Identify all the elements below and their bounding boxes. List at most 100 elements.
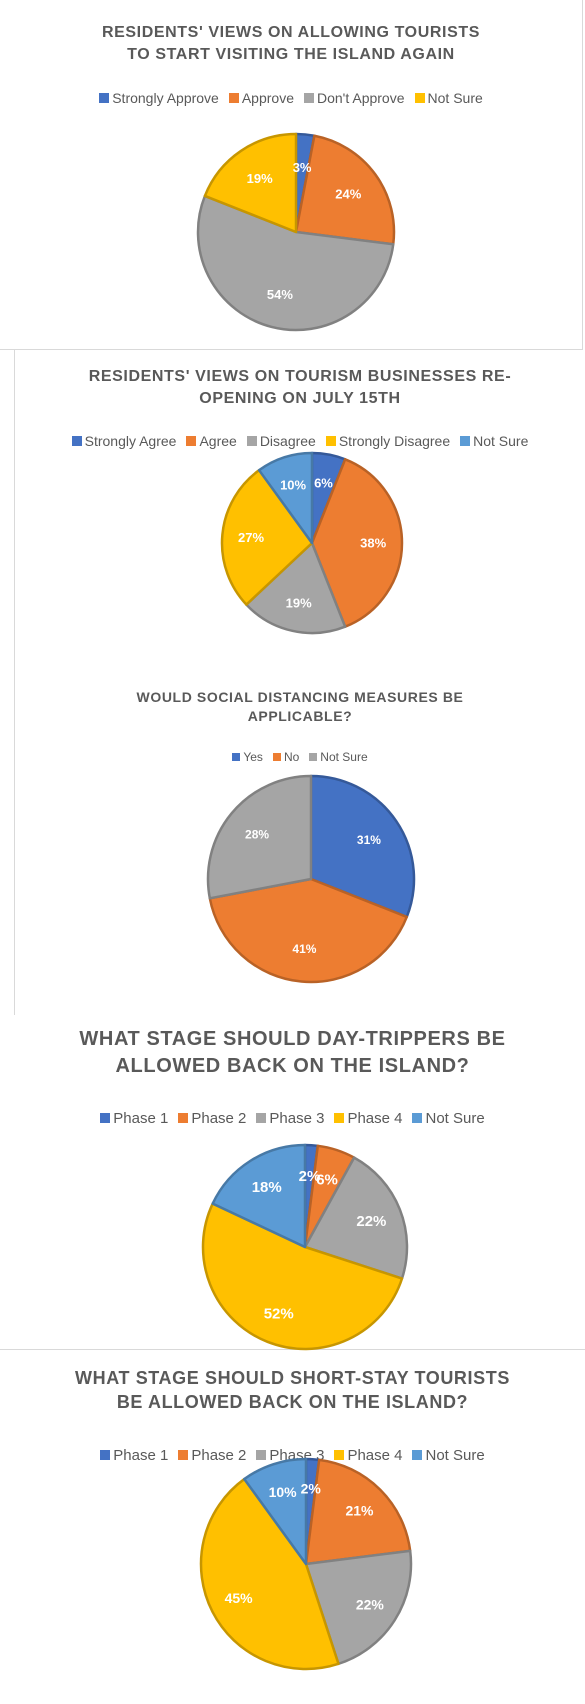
legend-label: Don't Approve xyxy=(317,90,405,106)
chart-legend: Strongly Approve Approve Don't Approve Not … xyxy=(0,90,582,106)
pie-slice xyxy=(309,774,416,919)
legend-label: No xyxy=(283,750,300,764)
legend-item: Phase 4 xyxy=(334,1447,402,1464)
data-label: 10% xyxy=(280,477,306,492)
data-label: 24% xyxy=(335,187,361,202)
legend-label: Not Sure xyxy=(473,433,529,449)
legend-swatch xyxy=(232,752,241,761)
legend-item: Approve xyxy=(228,90,294,106)
data-label: 18% xyxy=(252,1179,282,1196)
legend-swatch xyxy=(460,436,471,447)
chart-legend: Phase 1 Phase 2 Phase 3 Phase 4 Not Sure xyxy=(0,1110,585,1127)
legend-label: Phase 3 xyxy=(269,1110,325,1127)
pie-slice xyxy=(220,468,314,606)
data-label: 19% xyxy=(286,595,312,610)
legend-swatch xyxy=(334,1113,345,1124)
legend-item: Strongly Disagree xyxy=(325,433,451,449)
data-label: 52% xyxy=(264,1306,294,1323)
pie-slice xyxy=(243,1457,308,1566)
legend-swatch xyxy=(414,93,425,104)
data-label: 22% xyxy=(356,1213,386,1230)
chart-panel-tourists-visiting: RESIDENTS' VIEWS ON ALLOWING TOURISTS TO… xyxy=(0,0,583,350)
pie-slice xyxy=(199,1477,340,1671)
pie-slice xyxy=(201,1202,404,1351)
legend-label: Approve xyxy=(241,90,294,106)
legend-swatch xyxy=(186,436,197,447)
legend-label: Yes xyxy=(243,750,263,764)
chart-title: RESIDENTS' VIEWS ON TOURISM BUSINESSES R… xyxy=(88,368,512,407)
legend-label: Strongly Agree xyxy=(84,433,177,449)
legend-label: Phase 1 xyxy=(113,1447,169,1464)
chart-title: WHAT STAGE SHOULD DAY-TRIPPERS BE ALLOWE… xyxy=(79,1028,506,1077)
legend-swatch xyxy=(334,1450,345,1461)
pie-slice xyxy=(196,194,395,332)
legend-label: Phase 2 xyxy=(191,1447,247,1464)
legend-swatch xyxy=(71,436,82,447)
legend-label: Phase 1 xyxy=(113,1110,169,1127)
legend-swatch xyxy=(256,1113,267,1124)
legend-item: Not Sure xyxy=(460,433,528,449)
pie-slice xyxy=(203,132,298,234)
pie-slice xyxy=(294,134,396,246)
chart-title: WOULD SOCIAL DISTANCING MEASURES BE APPL… xyxy=(136,689,464,724)
legend-label: Not Sure xyxy=(427,90,483,106)
data-label: 28% xyxy=(245,828,269,842)
chart-legend: Strongly Agree Agree Disagree Strongly Disa… xyxy=(15,433,585,449)
chart-title: RESIDENTS' VIEWS ON ALLOWING TOURISTS TO… xyxy=(101,24,481,63)
legend-item: Phase 1 xyxy=(100,1447,168,1464)
legend-item: Phase 3 xyxy=(256,1110,324,1127)
data-label: 6% xyxy=(316,1171,338,1188)
legend-swatch xyxy=(412,1113,423,1124)
legend-label: Phase 2 xyxy=(191,1110,247,1127)
legend-item: Not Sure xyxy=(414,90,483,106)
chart-legend: Phase 1 Phase 2 Phase 3 Phase 4 Not Sure xyxy=(0,1447,585,1464)
chart-legend: Yes No Not Sure xyxy=(15,750,585,764)
data-label: 19% xyxy=(247,171,273,186)
legend-swatch xyxy=(228,93,239,104)
legend-label: Phase 4 xyxy=(347,1110,403,1127)
legend-item: Not Sure xyxy=(412,1447,485,1464)
legend-item: Not Sure xyxy=(412,1110,485,1127)
data-label: 6% xyxy=(314,475,333,490)
legend-item: Not Sure xyxy=(309,750,368,764)
pie-chart: 6% 38% 19% 27% 10% xyxy=(220,451,404,635)
legend-swatch xyxy=(272,752,281,761)
legend-label: Not Sure xyxy=(320,750,368,764)
pie-slice xyxy=(257,451,314,545)
legend-label: Not Sure xyxy=(425,1447,485,1464)
legend-swatch xyxy=(246,436,257,447)
pie-chart: 3% 24% 54% 19% xyxy=(196,132,396,332)
legend-swatch xyxy=(100,1113,111,1124)
legend-swatch xyxy=(178,1113,189,1124)
legend-label: Strongly Approve xyxy=(112,90,219,106)
legend-item: Agree xyxy=(186,433,237,449)
data-label: 3% xyxy=(293,160,312,175)
legend-label: Not Sure xyxy=(425,1110,485,1127)
pie-slice xyxy=(211,1143,307,1249)
pie-slice xyxy=(304,1549,413,1666)
data-label: 54% xyxy=(267,287,293,302)
legend-label: Strongly Disagree xyxy=(338,433,451,449)
chart-panel-businesses-reopening: RESIDENTS' VIEWS ON TOURISM BUSINESSES R… xyxy=(14,350,585,1015)
data-label: 21% xyxy=(345,1502,374,1518)
legend-item: Disagree xyxy=(246,433,316,449)
legend-item: Phase 2 xyxy=(178,1110,246,1127)
pie-slice xyxy=(208,877,409,984)
legend-swatch xyxy=(100,1450,111,1461)
chart-panel-day-trippers: WHAT STAGE SHOULD DAY-TRIPPERS BE ALLOWE… xyxy=(0,1020,585,1351)
pie-slice xyxy=(304,1458,412,1566)
data-label: 41% xyxy=(292,942,316,956)
chart-panel-short-stay-tourists: WHAT STAGE SHOULD SHORT-STAY TOURISTS BE… xyxy=(0,1352,585,1704)
data-label: 2% xyxy=(301,1480,322,1496)
legend-label: Disagree xyxy=(259,433,316,449)
data-label: 27% xyxy=(238,530,264,545)
legend-item: No xyxy=(272,750,300,764)
legend-swatch xyxy=(256,1450,267,1461)
legend-item: Phase 4 xyxy=(334,1110,402,1127)
legend-label: Phase 4 xyxy=(347,1447,403,1464)
legend-swatch xyxy=(412,1450,423,1461)
chart-title: WHAT STAGE SHOULD SHORT-STAY TOURISTS BE… xyxy=(75,1368,510,1413)
legend-swatch xyxy=(304,93,314,104)
data-label: 45% xyxy=(225,1590,254,1606)
pie-chart: 2% 21% 22% 45% 10% xyxy=(199,1457,413,1671)
